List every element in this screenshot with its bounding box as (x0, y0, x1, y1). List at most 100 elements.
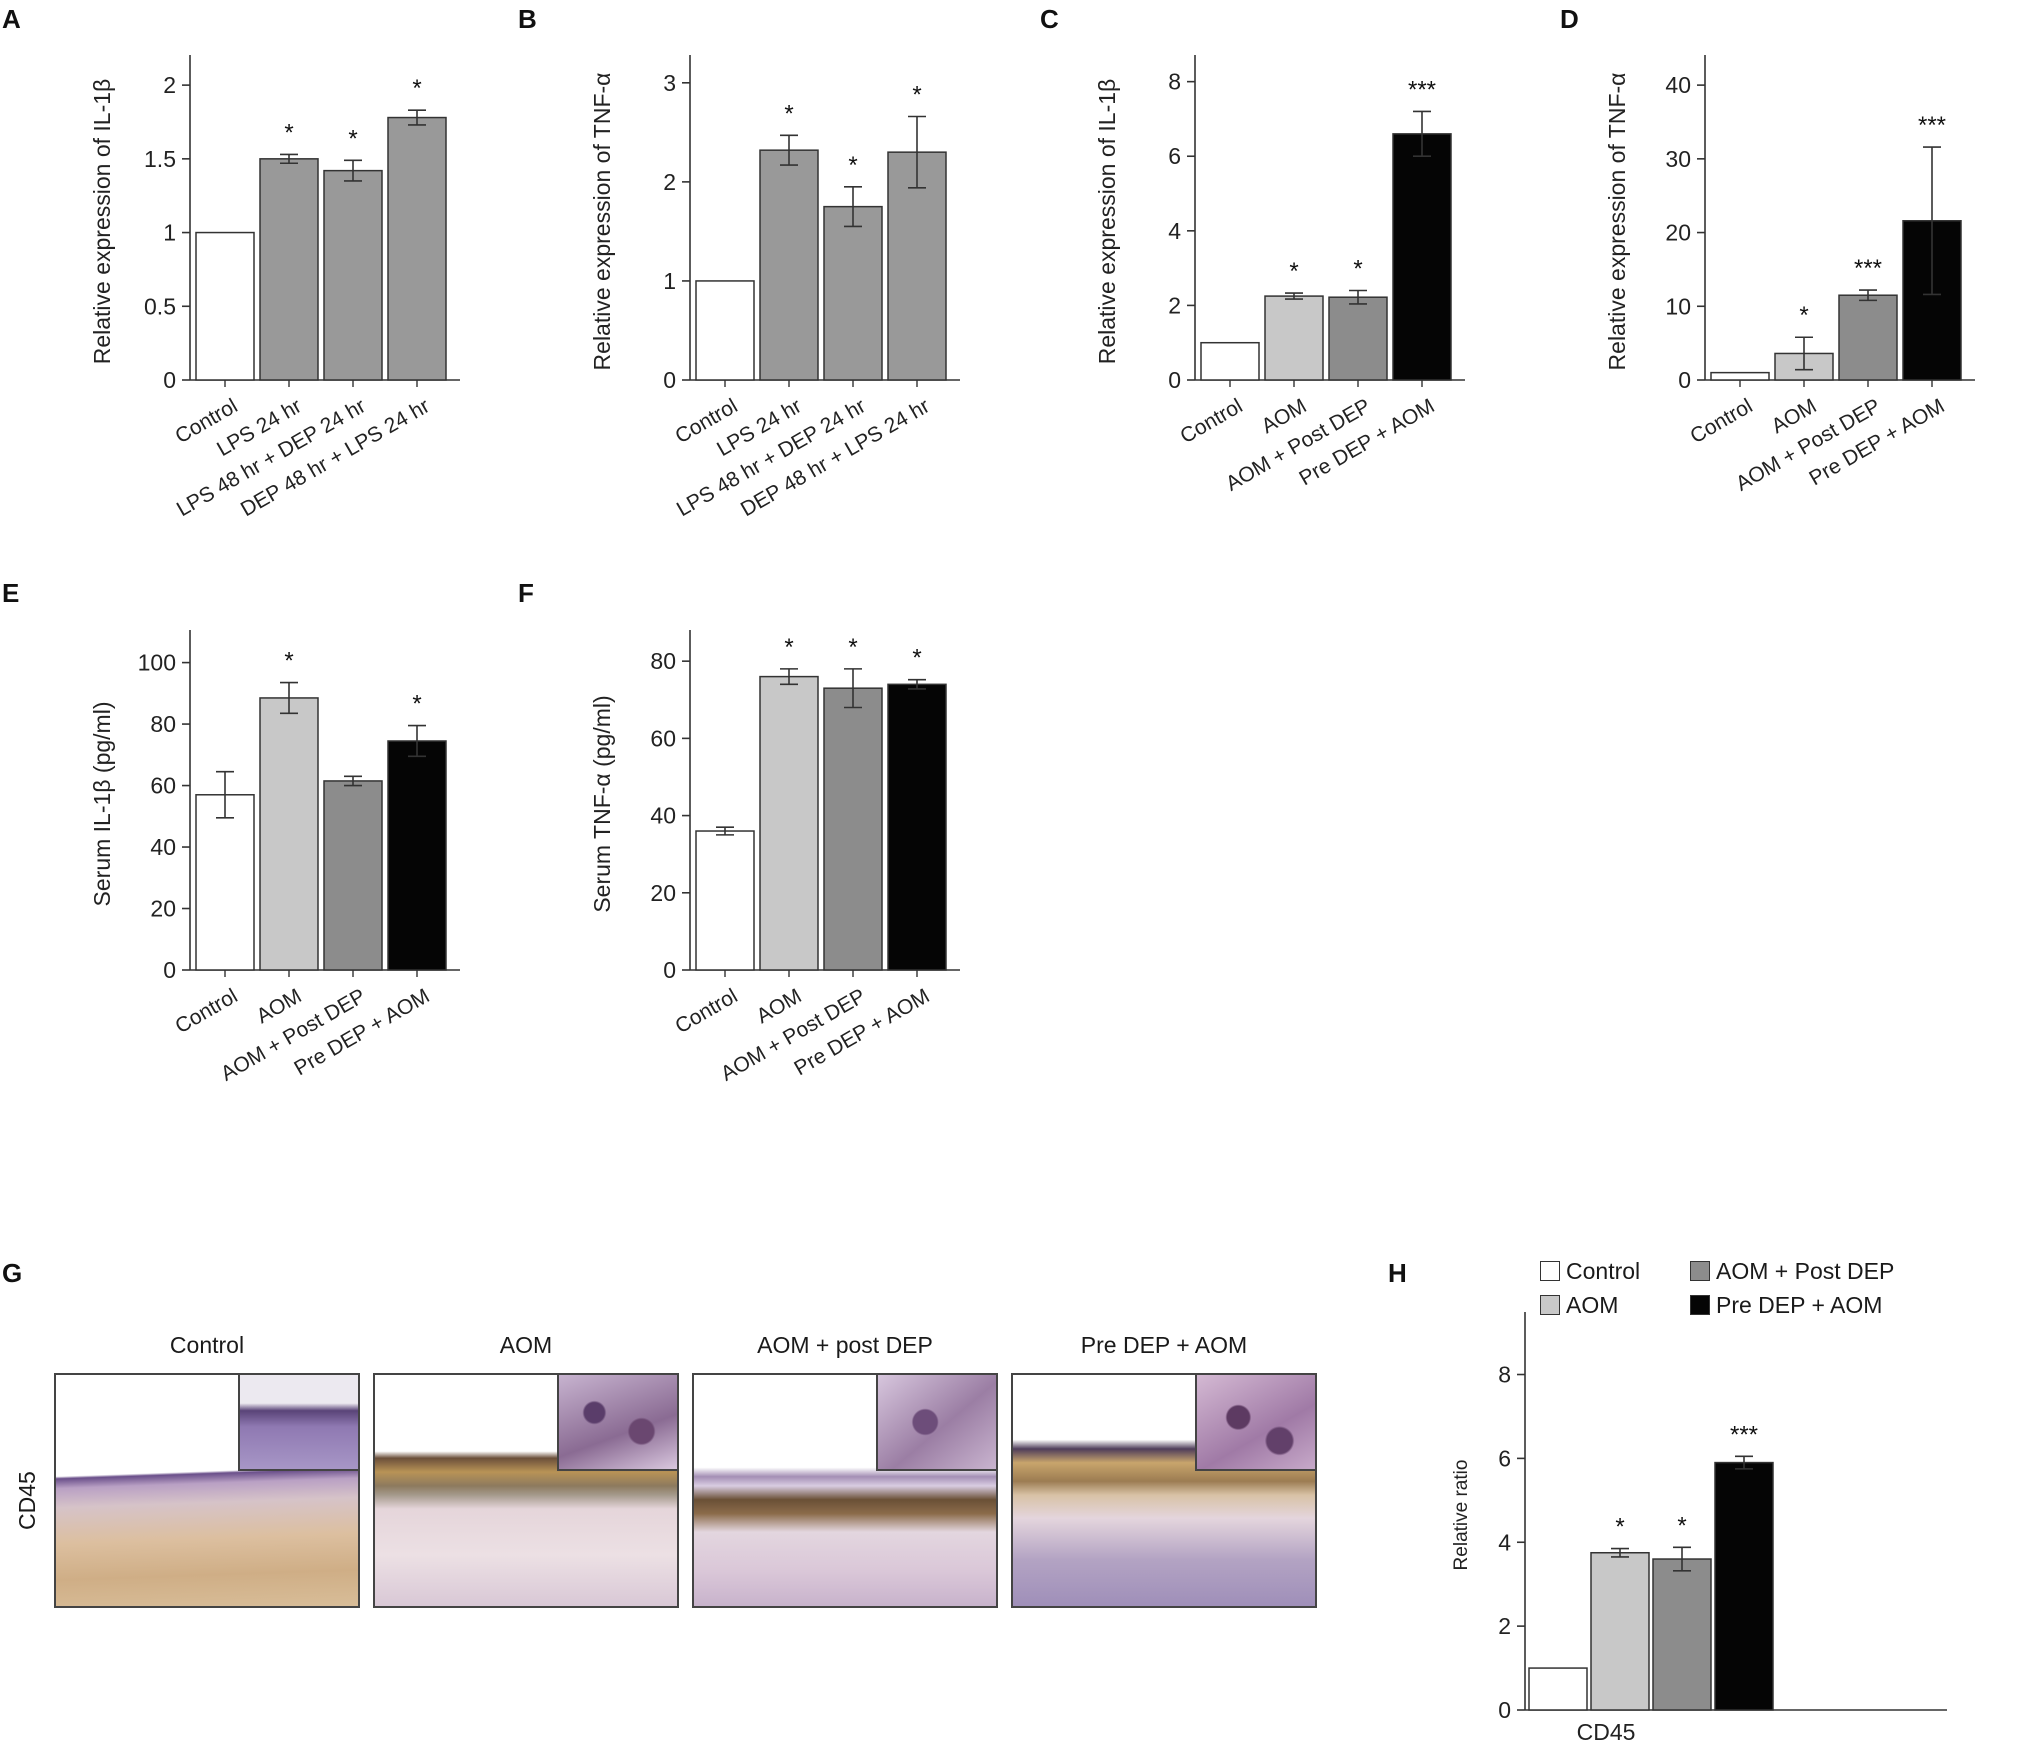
histology-title-aom-post-dep: AOM + post DEP (757, 1332, 933, 1358)
bar (1590, 1551, 1650, 1711)
bar (1652, 1558, 1712, 1711)
y-tick-label: 0 (663, 957, 676, 983)
y-tick-label: 1 (663, 268, 676, 294)
histology-image-control (54, 1373, 360, 1608)
significance-marker: * (1615, 1514, 1624, 1541)
y-tick-label: 0 (1498, 1697, 1511, 1723)
legend-swatch-aom (1540, 1295, 1560, 1315)
significance-marker: * (848, 634, 857, 661)
y-tick-label: 0.5 (144, 293, 176, 319)
significance-marker: * (412, 691, 421, 718)
y-tick-label: 0 (163, 367, 176, 393)
y-tick-label: 0 (1678, 367, 1691, 393)
chart-panel-b: 0 1 2 3 Relative expression of TNF-α Control *… (0, 0, 1040, 580)
bar (1200, 341, 1260, 381)
chart-panel-d: 0 10 20 30 40 Relative expression of TNF-α Con… (0, 0, 2026, 580)
bar (1328, 296, 1388, 381)
panel-label-d: D (1560, 4, 1579, 34)
significance-marker: *** (1854, 255, 1882, 282)
y-tick-label: 100 (138, 650, 176, 676)
legend-label-aom-post-dep: AOM + Post DEP (1716, 1258, 1895, 1284)
significance-marker: * (1677, 1512, 1686, 1539)
significance-marker: *** (1408, 76, 1436, 103)
y-axis-label: Relative ratio (1451, 1460, 1472, 1571)
y-tick-label: 0 (1168, 367, 1181, 393)
histology-inset-pre-dep-aom (1195, 1375, 1315, 1471)
legend-item-control: Control (1540, 1258, 1640, 1285)
y-tick-label: 20 (1665, 220, 1691, 246)
significance-marker: * (284, 648, 293, 675)
panel-label-e: E (2, 578, 20, 608)
significance-marker: * (784, 100, 793, 127)
histology-image-pre-dep-aom (1011, 1373, 1317, 1608)
panel-label-g: G (2, 1258, 23, 1288)
legend-label-pre-dep-aom: Pre DEP + AOM (1716, 1292, 1883, 1318)
legend-swatch-pre-dep-aom (1690, 1295, 1710, 1315)
panel-label-h: H (1388, 1258, 1407, 1288)
bar (259, 697, 319, 971)
y-tick-label: 1 (163, 220, 176, 246)
significance-marker: * (1289, 258, 1298, 285)
y-tick-label: 2 (1498, 1613, 1511, 1639)
y-tick-label: 0 (163, 957, 176, 983)
y-axis-label: Serum TNF-α (pg/ml) (589, 695, 615, 912)
y-tick-label: 8 (1168, 69, 1181, 95)
y-tick-label: 8 (1498, 1362, 1511, 1388)
bar (1264, 295, 1324, 381)
significance-marker: * (784, 634, 793, 661)
bar (323, 169, 383, 381)
histology-title-aom: AOM (499, 1332, 553, 1358)
chart-panel-a: 0 0.5 1 1.5 2 Relative expression of IL-1β Con… (0, 0, 520, 580)
y-axis-label: Relative expression of IL-1β (89, 79, 115, 365)
significance-marker: *** (1730, 1421, 1758, 1448)
panel-label-c: C (1040, 4, 1059, 34)
y-tick-label: 1.5 (144, 146, 176, 172)
y-tick-label: 6 (1168, 143, 1181, 169)
y-tick-label: 4 (1168, 218, 1181, 244)
bar (387, 740, 447, 971)
y-tick-label: 2 (1168, 292, 1181, 318)
panel-label-f: F (518, 578, 534, 608)
bar (823, 205, 883, 381)
bar (695, 830, 755, 971)
panel-label-b: B (518, 4, 537, 34)
significance-marker: * (284, 119, 293, 146)
significance-marker: * (412, 75, 421, 102)
legend-item-aom-post-dep: AOM + Post DEP (1690, 1258, 1894, 1285)
significance-marker: * (1799, 302, 1808, 329)
y-tick-label: 10 (1665, 293, 1691, 319)
legend-item-aom: AOM (1540, 1292, 1618, 1319)
y-tick-label: 80 (150, 711, 176, 737)
y-axis-label: Serum IL-1β (pg/ml) (89, 702, 115, 907)
legend-label-aom: AOM (1566, 1292, 1619, 1318)
histology-image-aom (373, 1373, 679, 1608)
panel-label-a: A (2, 4, 21, 34)
legend-swatch-control (1540, 1261, 1560, 1281)
x-axis-label: CD45 (1577, 1719, 1636, 1743)
y-axis-label: Relative expression of IL-1β (1094, 79, 1120, 365)
bar (887, 683, 947, 971)
chart-panel-e: 0 20 40 60 80 100 Serum IL-1β (pg/ml) Control * A… (0, 0, 520, 1155)
chart-legend-h: Control AOM AOM + Post DEP Pre DEP + AOM (1540, 1258, 1960, 1318)
histology-row-label: CD45 (14, 1471, 40, 1530)
significance-marker: *** (1918, 112, 1946, 139)
significance-marker: * (848, 152, 857, 179)
histology-inset-control (238, 1375, 358, 1471)
y-tick-label: 2 (663, 169, 676, 195)
y-tick-label: 20 (150, 896, 176, 922)
histology-title-control: Control (169, 1332, 245, 1358)
histology-image-aom-post-dep (692, 1373, 998, 1608)
bar (1714, 1461, 1774, 1711)
y-tick-label: 80 (650, 648, 676, 674)
bar (195, 231, 255, 381)
histology-inset-aom-post-dep (876, 1375, 996, 1471)
significance-marker: * (348, 125, 357, 152)
bar (195, 794, 255, 971)
bar (759, 149, 819, 381)
